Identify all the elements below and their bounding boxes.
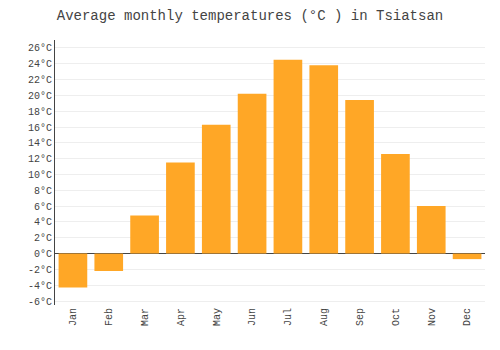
svg-text:Average monthly temperatures (: Average monthly temperatures (°C ) in Ts… xyxy=(57,8,443,24)
svg-text:24°C: 24°C xyxy=(28,59,52,70)
svg-text:26°C: 26°C xyxy=(28,43,52,54)
svg-text:Oct: Oct xyxy=(391,308,402,326)
svg-text:Jul: Jul xyxy=(283,308,294,326)
svg-text:Mar: Mar xyxy=(140,308,151,326)
svg-text:6°C: 6°C xyxy=(34,202,52,213)
svg-text:12°C: 12°C xyxy=(28,154,52,165)
svg-text:18°C: 18°C xyxy=(28,107,52,118)
svg-text:-4°C: -4°C xyxy=(28,281,52,292)
svg-text:16°C: 16°C xyxy=(28,123,52,134)
svg-text:8°C: 8°C xyxy=(34,186,52,197)
svg-text:Sep: Sep xyxy=(355,308,366,326)
svg-text:20°C: 20°C xyxy=(28,91,52,102)
svg-text:-2°C: -2°C xyxy=(28,265,52,276)
svg-text:Nov: Nov xyxy=(427,308,438,326)
svg-text:0°C: 0°C xyxy=(34,249,52,260)
svg-text:14°C: 14°C xyxy=(28,138,52,149)
svg-text:Jan: Jan xyxy=(68,308,79,326)
svg-text:Aug: Aug xyxy=(319,308,330,326)
svg-text:22°C: 22°C xyxy=(28,75,52,86)
svg-text:4°C: 4°C xyxy=(34,217,52,228)
svg-text:Feb: Feb xyxy=(104,308,115,326)
svg-text:Jun: Jun xyxy=(247,308,258,326)
svg-text:May: May xyxy=(212,308,223,326)
svg-text:Dec: Dec xyxy=(462,308,473,326)
svg-text:Apr: Apr xyxy=(176,308,187,326)
svg-text:-6°C: -6°C xyxy=(28,297,52,308)
svg-text:2°C: 2°C xyxy=(34,233,52,244)
svg-text:10°C: 10°C xyxy=(28,170,52,181)
